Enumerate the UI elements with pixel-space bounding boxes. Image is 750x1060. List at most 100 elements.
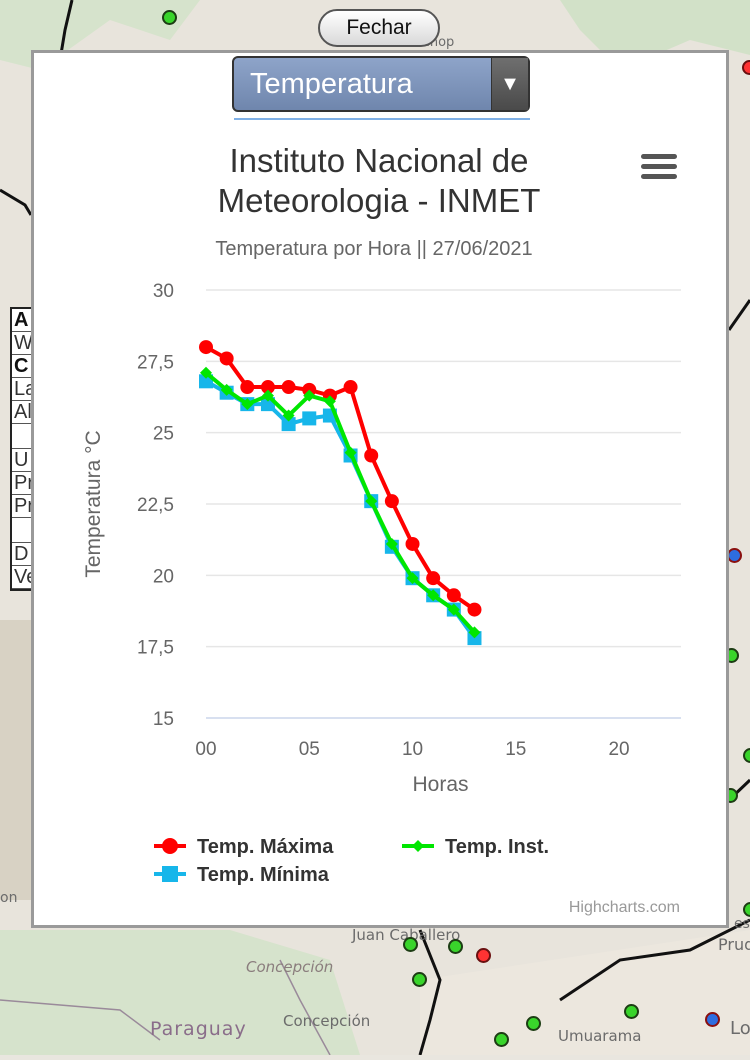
station-marker[interactable] [743, 748, 750, 763]
data-point [365, 495, 378, 508]
data-point [261, 389, 274, 402]
station-marker[interactable] [742, 60, 750, 75]
y-tick-label: 30 [153, 281, 174, 302]
map-label-juan-caballero: Juan Caballero [352, 926, 461, 944]
map-label-es: es [734, 916, 750, 932]
legend-item[interactable]: Temp. Mínima [154, 864, 330, 886]
x-tick-label: 20 [608, 739, 629, 760]
axes: 15 17,5 20 22,5 25 27,5 30 00 05 10 15 20 Horas Tempe… [82, 281, 630, 796]
data-point [447, 603, 460, 616]
station-marker[interactable] [162, 10, 177, 25]
chart-title: Instituto Nacional de Meteorologia - INM… [217, 142, 541, 219]
station-marker[interactable] [727, 548, 742, 563]
legend-label: Temp. Máxima [197, 836, 334, 858]
table-cell: Ve [12, 566, 36, 589]
data-point [344, 446, 357, 459]
chart-popup: Temperatura ▼ 15 17,5 20 22,5 25 27,5 30 00 05 10… [31, 50, 729, 928]
table-cell [12, 518, 36, 543]
y-tick-label: 20 [153, 566, 174, 587]
temperature-chart: 15 17,5 20 22,5 25 27,5 30 00 05 10 15 20 Horas Tempe… [82, 281, 681, 886]
station-marker[interactable] [476, 948, 491, 963]
station-marker[interactable] [743, 902, 750, 917]
x-tick-label: 10 [402, 739, 423, 760]
table-cell: D [12, 543, 36, 566]
chart-subtitle: Temperatura por Hora || 27/06/2021 [215, 238, 533, 260]
grid-lines [206, 289, 681, 719]
station-marker[interactable] [526, 1016, 541, 1031]
data-point [364, 448, 379, 463]
data-point [323, 395, 336, 408]
data-point [467, 602, 482, 617]
data-point [412, 840, 424, 852]
x-tick-label: 00 [195, 739, 216, 760]
table-cell: W [12, 332, 36, 355]
map-label-on: on [0, 890, 18, 906]
hamburger-icon[interactable] [641, 154, 677, 184]
data-point [240, 380, 255, 395]
data-point [343, 380, 358, 395]
y-tick-label: 25 [153, 424, 174, 445]
station-marker[interactable] [705, 1012, 720, 1027]
y-axis-title: Temperatura °C [82, 430, 105, 577]
data-point [427, 589, 440, 602]
y-tick-label: 15 [153, 709, 174, 730]
data-point [303, 389, 316, 402]
y-tick-label: 17,5 [137, 638, 174, 659]
close-button[interactable]: Fechar [318, 9, 440, 47]
data-point [468, 626, 481, 639]
legend-item[interactable]: Temp. Inst. [402, 836, 549, 858]
station-marker[interactable] [494, 1032, 509, 1047]
station-marker[interactable] [624, 1004, 639, 1019]
map-label-lo: Lo [730, 1018, 750, 1039]
station-marker[interactable] [412, 972, 427, 987]
table-cell: La [12, 378, 36, 401]
legend-label: Temp. Mínima [197, 864, 330, 886]
data-point [220, 383, 233, 396]
data-point [162, 866, 178, 882]
table-cell: C [12, 355, 36, 378]
data-point [260, 380, 275, 395]
table-cell: A [12, 309, 36, 332]
data-point [406, 572, 419, 585]
legend: Temp. Máxima Temp. Inst. Temp. Mínima [154, 836, 549, 886]
data-point [162, 838, 178, 854]
table-cell: Al [12, 401, 36, 424]
table-cell: Pr [12, 495, 36, 518]
y-tick-label: 27,5 [137, 352, 174, 373]
data-point [426, 571, 441, 586]
highcharts-credits[interactable]: Highcharts.com [568, 899, 680, 916]
data-point [199, 340, 213, 355]
x-tick-label: 15 [505, 739, 526, 760]
data-point [385, 537, 398, 550]
data-point [281, 417, 296, 432]
table-cell: U [12, 449, 36, 472]
legend-label: Temp. Inst. [445, 836, 549, 858]
station-marker[interactable] [448, 939, 463, 954]
data-point [219, 351, 234, 366]
select-underline [234, 118, 530, 120]
map-label-concepcion-city: Concepción [283, 1012, 371, 1030]
legend-item[interactable]: Temp. Máxima [154, 836, 334, 858]
data-point [200, 366, 212, 379]
data-point [241, 398, 254, 411]
data-point [282, 409, 295, 422]
variable-select[interactable]: Temperatura ▼ [232, 56, 530, 112]
data-point [384, 494, 399, 509]
table-cell [12, 424, 36, 449]
variable-select-value: Temperatura [250, 67, 413, 100]
map-label-prud: Prud [718, 935, 750, 954]
series-lines [199, 340, 482, 646]
data-point [446, 588, 461, 603]
data-point [281, 380, 296, 395]
chevron-down-icon[interactable]: ▼ [491, 58, 528, 110]
x-axis-title: Horas [412, 773, 468, 796]
y-tick-label: 22,5 [137, 495, 174, 516]
map-label-concepcion-dept: Concepción [246, 958, 334, 976]
map-label-paraguay: Paraguay [150, 1018, 247, 1040]
data-point [405, 536, 420, 551]
x-tick-label: 05 [299, 739, 320, 760]
map-label-umuarama: Umuarama [558, 1027, 642, 1045]
data-point [302, 411, 317, 426]
station-marker[interactable] [403, 937, 418, 952]
table-cell: Pr [12, 472, 36, 495]
